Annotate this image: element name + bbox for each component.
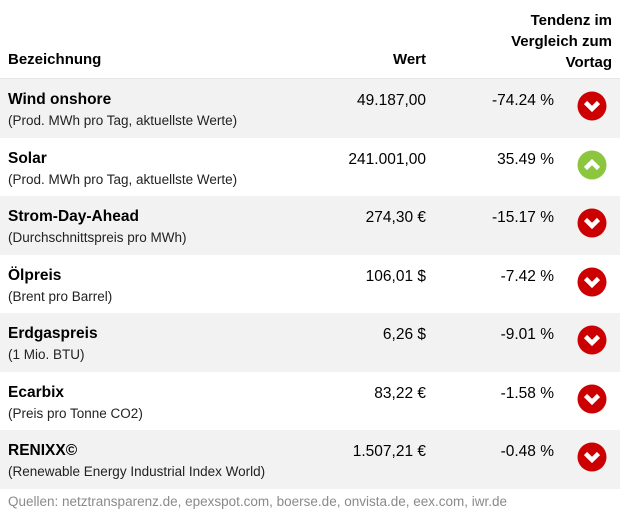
row-subtitle: (Brent pro Barrel)	[8, 288, 113, 304]
row-subtitle: (Preis pro Tonne CO2)	[8, 405, 143, 421]
arrow-down-circle-icon	[577, 208, 607, 238]
arrow-down-circle-icon	[577, 91, 607, 121]
header-name: Bezeichnung	[8, 51, 102, 68]
header-trend: Tendenz im Vergleich zum Vortag	[412, 10, 612, 73]
row-value: 1.507,21 €	[352, 443, 426, 460]
row-value: 83,22 €	[374, 384, 426, 402]
header-value: Wert	[392, 51, 426, 68]
market-table: Tendenz im Vergleich zum Vortag Bezeichn…	[0, 0, 620, 489]
table-body: Wind onshore (Prod. MWh pro Tag, aktuells…	[0, 79, 620, 489]
arrow-down-circle-icon	[577, 325, 607, 355]
header-trend-line: Vergleich zum	[511, 33, 612, 50]
arrow-down-circle-icon	[577, 267, 607, 297]
row-change: 35.49 %	[497, 150, 554, 168]
arrow-down-circle-icon	[577, 384, 607, 414]
table-row: Solar (Prod. MWh pro Tag, aktuellste Wert…	[0, 137, 620, 196]
table-row: RENIXX© (Renewable Energy Industrial Inde…	[0, 430, 620, 489]
row-name: Erdgaspreis	[8, 325, 98, 342]
row-value: 274,30 €	[365, 209, 426, 226]
row-subtitle: (1 Mio. BTU)	[8, 347, 85, 362]
row-value: 6,26 $	[382, 326, 426, 343]
row-name: Wind onshore	[8, 91, 112, 108]
row-name: Ecarbix	[8, 383, 65, 401]
table-header: Tendenz im Vergleich zum Vortag Bezeichn…	[0, 0, 620, 79]
row-change: -15.17 %	[491, 209, 554, 226]
row-value: 106,01 $	[365, 267, 426, 285]
row-name: Strom-Day-Ahead	[8, 208, 139, 225]
row-name: Ölpreis	[8, 266, 62, 284]
row-value: 49.187,00	[357, 92, 426, 109]
row-value: 241.001,00	[348, 150, 426, 168]
row-subtitle: (Renewable Energy Industrial Index World…	[8, 464, 266, 479]
row-subtitle: (Durchschnittspreis pro MWh)	[8, 230, 187, 245]
row-change: -9.01 %	[500, 326, 554, 343]
row-change: -74.24 %	[491, 92, 554, 109]
table-row: Wind onshore (Prod. MWh pro Tag, aktuells…	[0, 79, 620, 138]
row-subtitle: (Prod. MWh pro Tag, aktuellste Werte)	[8, 171, 238, 187]
row-change: -0.48 %	[500, 443, 554, 460]
row-name: RENIXX©	[8, 442, 78, 459]
row-change: -1.58 %	[500, 384, 554, 402]
row-name: Solar	[8, 149, 47, 167]
table-row: Ecarbix (Preis pro Tonne CO2) 83,22 € -1.58…	[0, 371, 620, 430]
row-change: -7.42 %	[500, 267, 554, 285]
header-trend-line: Tendenz im	[530, 12, 612, 29]
row-subtitle: (Prod. MWh pro Tag, aktuellste Werte)	[8, 113, 238, 128]
table-row: Strom-Day-Ahead (Durchschnittspreis pro M…	[0, 196, 620, 255]
table-row: Ölpreis (Brent pro Barrel) 106,01 $ -7.42 %	[0, 254, 620, 313]
table-row: Erdgaspreis (1 Mio. BTU) 6,26 $ -9.01 %	[0, 313, 620, 372]
header-trend-line: Vortag	[565, 54, 612, 71]
sources-footer: Quellen: netztransparenz.de, epexspot.co…	[8, 494, 508, 509]
arrow-up-circle-icon	[577, 150, 607, 180]
arrow-down-circle-icon	[577, 442, 607, 472]
